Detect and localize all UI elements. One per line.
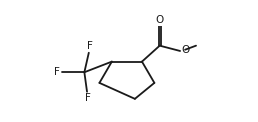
Text: F: F: [54, 67, 60, 77]
Text: O: O: [181, 45, 190, 55]
Text: F: F: [87, 41, 93, 51]
Text: O: O: [156, 15, 164, 25]
Text: F: F: [85, 93, 91, 103]
